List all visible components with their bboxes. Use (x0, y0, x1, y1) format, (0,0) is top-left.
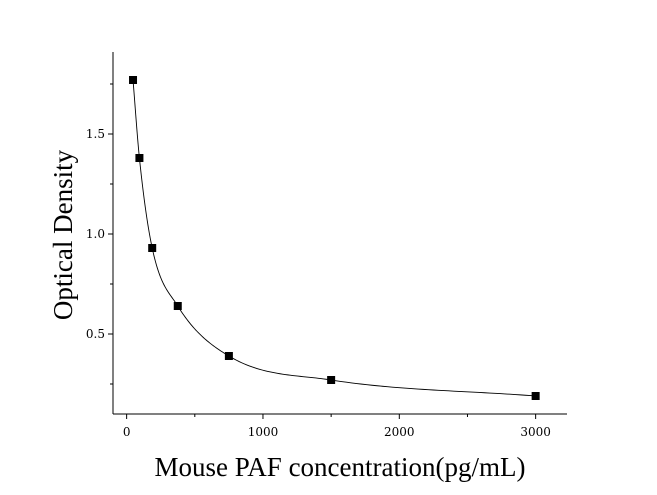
x-tick-label: 3000 (520, 425, 551, 439)
y-tick-label: 1.0 (86, 227, 105, 241)
axes (112, 52, 567, 415)
y-tick-label: 1.5 (86, 127, 105, 141)
y-axis-title: Optical Density (48, 149, 78, 320)
data-point (148, 244, 157, 252)
data-points (129, 76, 540, 400)
data-point (135, 154, 144, 162)
x-axis-title: Mouse PAF concentration(pg/mL) (155, 452, 526, 482)
x-tick-label: 1000 (248, 425, 279, 439)
fit-curve (132, 79, 536, 397)
data-point (173, 302, 182, 310)
data-point (129, 76, 138, 84)
x-tick-label: 0 (123, 425, 131, 439)
data-point (224, 352, 233, 360)
data-point (327, 376, 336, 384)
ticks: 0 1000 2000 3000 0.5 1.0 1.5 (86, 83, 551, 439)
y-tick-label: 0.5 (86, 327, 105, 341)
data-point (531, 392, 540, 400)
x-tick-label: 2000 (384, 425, 415, 439)
